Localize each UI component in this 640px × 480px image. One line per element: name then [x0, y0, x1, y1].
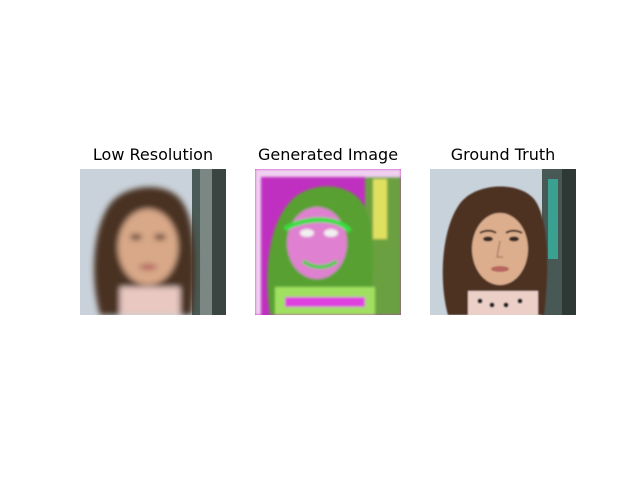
- panel-generated-image: Generated Image: [255, 144, 401, 315]
- panel-ground-truth: Ground Truth: [430, 144, 576, 315]
- low-resolution-image: [80, 169, 226, 315]
- generated-image: [255, 169, 401, 315]
- ground-truth-image: [430, 169, 576, 315]
- panel-title-generated-image: Generated Image: [257, 145, 399, 164]
- panel-low-resolution: Low Resolution: [80, 144, 226, 315]
- panel-title-low-resolution: Low Resolution: [92, 145, 214, 164]
- panel-title-ground-truth: Ground Truth: [450, 145, 556, 164]
